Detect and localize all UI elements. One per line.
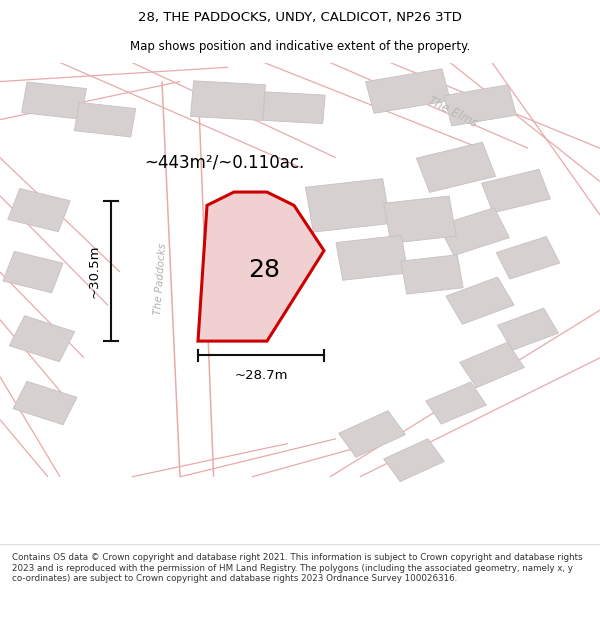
Text: ~28.7m: ~28.7m xyxy=(234,369,288,382)
Polygon shape xyxy=(198,192,324,341)
Polygon shape xyxy=(305,179,391,232)
Polygon shape xyxy=(383,439,445,482)
Polygon shape xyxy=(401,255,463,294)
Polygon shape xyxy=(3,251,63,292)
Polygon shape xyxy=(13,381,77,425)
Polygon shape xyxy=(482,169,550,213)
Text: ~30.5m: ~30.5m xyxy=(87,244,100,298)
Polygon shape xyxy=(336,235,408,280)
Polygon shape xyxy=(8,189,70,232)
Polygon shape xyxy=(10,316,74,362)
Polygon shape xyxy=(426,382,486,424)
Polygon shape xyxy=(460,342,524,388)
Polygon shape xyxy=(338,411,406,458)
Polygon shape xyxy=(446,277,514,324)
Polygon shape xyxy=(497,308,559,350)
Polygon shape xyxy=(416,142,496,192)
Polygon shape xyxy=(263,92,325,124)
Polygon shape xyxy=(191,81,265,121)
Text: 28: 28 xyxy=(248,258,280,282)
Polygon shape xyxy=(439,208,509,256)
Text: Map shows position and indicative extent of the property.: Map shows position and indicative extent… xyxy=(130,41,470,53)
Polygon shape xyxy=(74,102,136,137)
Text: The Paddocks: The Paddocks xyxy=(154,243,168,316)
Polygon shape xyxy=(22,82,86,119)
Polygon shape xyxy=(496,236,560,279)
Text: Contains OS data © Crown copyright and database right 2021. This information is : Contains OS data © Crown copyright and d… xyxy=(12,554,583,583)
Polygon shape xyxy=(365,69,451,113)
Polygon shape xyxy=(384,196,456,243)
Text: 28, THE PADDOCKS, UNDY, CALDICOT, NP26 3TD: 28, THE PADDOCKS, UNDY, CALDICOT, NP26 3… xyxy=(138,11,462,24)
Text: ~443m²/~0.110ac.: ~443m²/~0.110ac. xyxy=(144,154,304,171)
Text: The Elms: The Elms xyxy=(426,94,480,131)
Polygon shape xyxy=(443,85,517,126)
